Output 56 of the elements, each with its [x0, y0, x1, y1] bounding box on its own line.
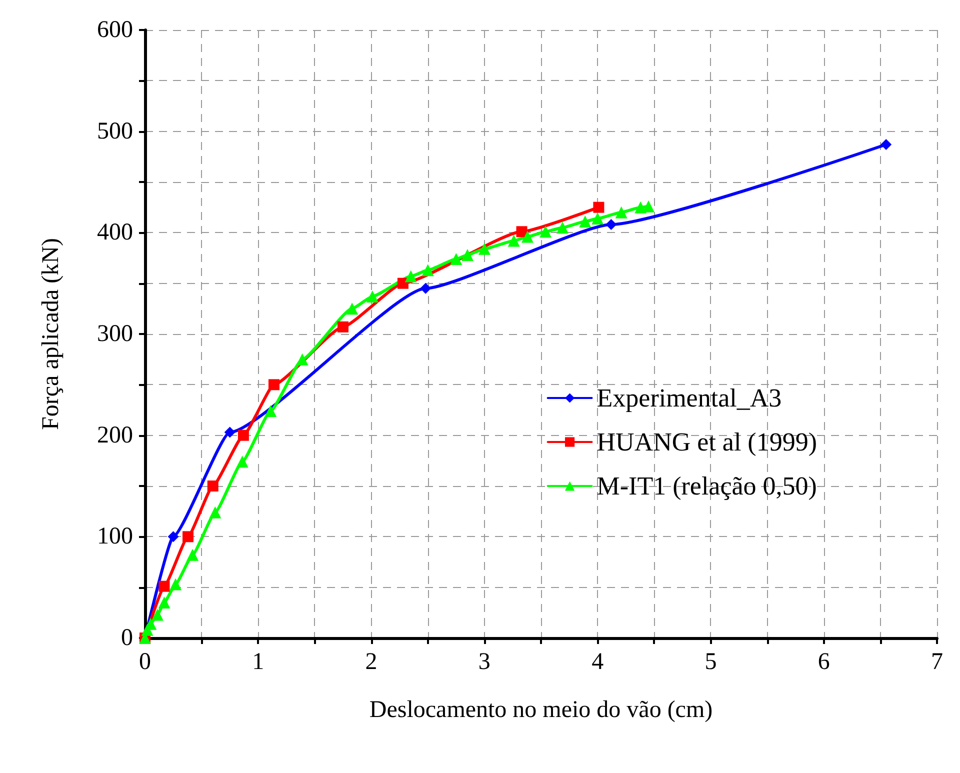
point — [338, 321, 348, 332]
legend-label: HUANG et al (1999) — [596, 428, 818, 456]
point — [264, 405, 277, 418]
y-tick-label: 500 — [97, 118, 133, 144]
y-tick-label: 600 — [97, 17, 133, 43]
y-tick-label: 400 — [97, 220, 133, 246]
point — [461, 248, 474, 261]
point — [521, 230, 534, 243]
point — [478, 242, 490, 255]
point — [168, 531, 179, 542]
point — [207, 480, 218, 492]
x-tick-label: 0 — [139, 649, 151, 675]
point — [170, 578, 182, 590]
point — [592, 212, 604, 224]
y-tick-label: 0 — [121, 625, 133, 651]
point — [420, 282, 432, 294]
point — [158, 596, 170, 609]
y-tick-label: 100 — [97, 524, 133, 550]
point — [593, 202, 604, 213]
y-tick-label: 300 — [97, 321, 133, 347]
point — [346, 302, 358, 315]
legend-label: Experimental_A3 — [596, 384, 782, 412]
x-tick-label: 2 — [365, 649, 378, 675]
point — [366, 290, 378, 303]
point — [540, 226, 552, 238]
point — [516, 226, 528, 238]
x-tick-label: 4 — [592, 649, 604, 675]
x-tick-label: 6 — [818, 649, 830, 675]
point — [404, 270, 417, 282]
point — [634, 201, 647, 214]
point — [151, 608, 164, 621]
x-tick-label: 5 — [704, 649, 717, 675]
point — [238, 430, 249, 441]
point — [158, 580, 170, 592]
point — [880, 139, 892, 150]
point — [508, 234, 520, 247]
point — [182, 531, 194, 542]
point — [186, 548, 199, 561]
point — [422, 264, 434, 276]
point — [224, 426, 236, 438]
point — [606, 219, 617, 230]
x-axis-title: Deslocamento no meio do vão (cm) — [369, 697, 713, 723]
legend-label: M-IT1 (relação 0,50) — [596, 472, 817, 500]
x-tick-label: 1 — [252, 649, 264, 675]
y-tick-label: 200 — [97, 422, 133, 448]
point — [579, 216, 592, 228]
point — [615, 206, 628, 218]
point — [397, 278, 408, 289]
x-tick-label: 3 — [478, 649, 490, 675]
point — [268, 379, 280, 390]
point — [236, 456, 248, 468]
point — [556, 222, 568, 234]
x-tick-label: 7 — [931, 649, 943, 675]
point — [450, 253, 462, 266]
point — [209, 506, 222, 518]
y-axis-title: Força aplicada (kN) — [38, 238, 64, 430]
